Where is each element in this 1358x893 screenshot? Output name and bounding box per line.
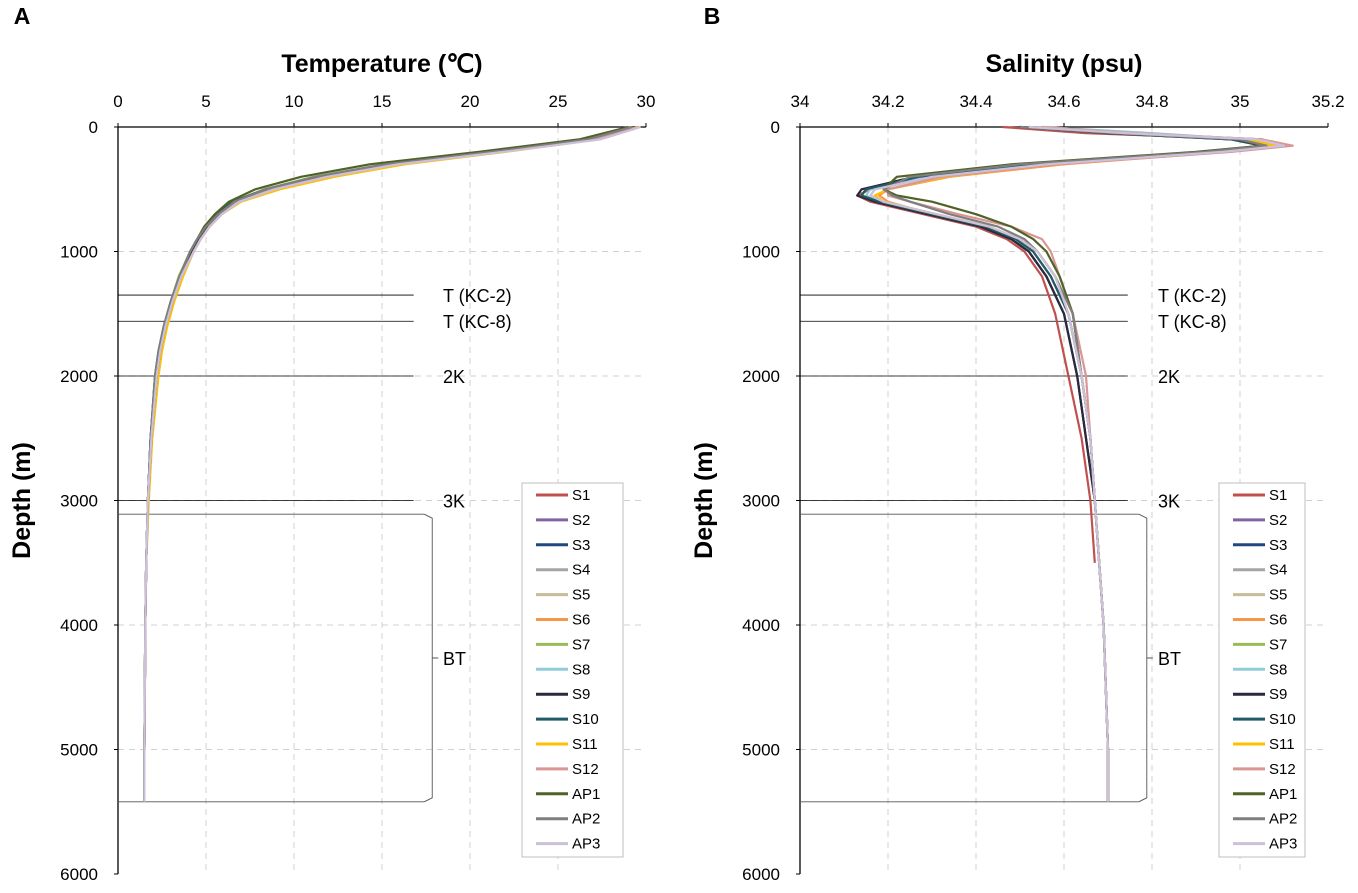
y-tick-label: 4000 — [60, 616, 98, 635]
legend-label-s1: S1 — [572, 487, 590, 504]
legend-label-ap1: AP1 — [572, 786, 600, 803]
reference-line-label: 3K — [1158, 492, 1180, 512]
legend-label-ap3: AP3 — [572, 836, 600, 853]
panel-label: B — [704, 3, 721, 29]
reference-line-label: 3K — [443, 492, 465, 512]
x-tick-label: 34.6 — [1047, 92, 1080, 111]
legend-label-s3: S3 — [1269, 537, 1287, 554]
series-line-s9 — [856, 125, 1264, 802]
legend-label-ap3: AP3 — [1269, 836, 1297, 853]
legend-label-s6: S6 — [1269, 612, 1287, 629]
y-tick-label: 6000 — [742, 865, 780, 884]
x-tick-label: 34.4 — [959, 92, 992, 111]
x-tick-label: 30 — [637, 92, 656, 111]
series-line-ap3 — [869, 125, 1286, 802]
x-tick-label: 5 — [201, 92, 210, 111]
y-tick-label: 6000 — [60, 865, 98, 884]
y-tick-label: 3000 — [60, 492, 98, 511]
x-axis-title: Salinity (psu) — [986, 50, 1143, 78]
y-tick-label: 1000 — [742, 243, 780, 262]
series-group — [143, 125, 642, 802]
x-tick-label: 34.8 — [1135, 92, 1168, 111]
legend-label-ap2: AP2 — [572, 811, 600, 828]
series-group — [856, 125, 1294, 802]
legend-label-s10: S10 — [572, 711, 599, 728]
reference-line-label: T (KC-8) — [1158, 312, 1227, 332]
series-line-s3 — [860, 125, 1272, 802]
panel-A: A Temperature (℃) Depth (m) 0 5 10 15 20 25 30 0 10… — [8, 3, 655, 884]
legend: S1 S2 S3 S4 S5 S6 S7 S8 S9 S10 S11 S12 AP1 AP2 AP3 — [521, 482, 624, 858]
series-line-s11 — [873, 125, 1277, 802]
x-axis-title: Temperature (℃) — [281, 50, 482, 78]
panel-label: A — [14, 3, 31, 29]
x-tick-label: 0 — [113, 92, 122, 111]
legend-label-ap2: AP2 — [1269, 811, 1297, 828]
legend-label-s11: S11 — [1269, 736, 1295, 753]
legend-label-s2: S2 — [572, 512, 590, 529]
reference-line-label: T (KC-8) — [443, 312, 512, 332]
legend-label-s5: S5 — [1269, 587, 1287, 604]
legend-label-s4: S4 — [1269, 562, 1287, 579]
panel-B: B Salinity (psu) Depth (m) 34 34.2 34.4 34.6 34… — [690, 3, 1345, 884]
y-tick-label: 1000 — [60, 243, 98, 262]
series-line-ap3 — [143, 125, 642, 802]
legend-label-s12: S12 — [572, 761, 599, 778]
series-line-ap1 — [882, 125, 1264, 802]
bracket-label: BT — [443, 649, 466, 669]
x-tick-label: 35 — [1231, 92, 1250, 111]
y-tick-label: 0 — [771, 118, 780, 137]
x-tick-label: 15 — [373, 92, 392, 111]
reference-line-label: 2K — [1158, 367, 1180, 387]
legend-label-s1: S1 — [1269, 487, 1287, 504]
y-tick-label: 3000 — [742, 492, 780, 511]
y-tick-label: 5000 — [742, 741, 780, 760]
x-tick-label: 34 — [791, 92, 810, 111]
legend-label-s9: S9 — [1269, 686, 1287, 703]
legend-label-s9: S9 — [572, 686, 590, 703]
x-tick-label: 34.2 — [871, 92, 904, 111]
legend: S1 S2 S3 S4 S5 S6 S7 S8 S9 S10 S11 S12 AP1 AP2 AP3 — [1218, 482, 1306, 858]
legend-label-s7: S7 — [572, 636, 590, 653]
y-tick-label: 4000 — [742, 616, 780, 635]
x-tick-label: 35.2 — [1311, 92, 1344, 111]
series-line-s5 — [869, 125, 1281, 802]
x-tick-label: 25 — [549, 92, 568, 111]
bracket-brace — [424, 513, 439, 803]
y-tick-label: 0 — [89, 118, 98, 137]
legend-label-s10: S10 — [1269, 711, 1296, 728]
bracket-label: BT — [1158, 649, 1181, 669]
reference-line-label: T (KC-2) — [443, 286, 512, 306]
bracket-brace — [1138, 513, 1153, 803]
legend-label-s2: S2 — [1269, 512, 1287, 529]
series-line-s8 — [864, 125, 1277, 802]
reference-line-label: 2K — [443, 367, 465, 387]
reference-line-label: T (KC-2) — [1158, 286, 1227, 306]
legend-label-ap1: AP1 — [1269, 786, 1297, 803]
legend-label-s4: S4 — [572, 562, 590, 579]
y-tick-label: 2000 — [60, 367, 98, 386]
x-tick-label: 20 — [461, 92, 480, 111]
legend-label-s5: S5 — [572, 587, 590, 604]
legend-label-s8: S8 — [1269, 661, 1287, 678]
legend-label-s12: S12 — [1269, 761, 1296, 778]
y-tick-label: 2000 — [742, 367, 780, 386]
legend-label-s8: S8 — [572, 661, 590, 678]
y-tick-label: 5000 — [60, 741, 98, 760]
legend-label-s11: S11 — [572, 736, 598, 753]
series-line-ap2 — [882, 125, 1268, 802]
x-tick-label: 10 — [285, 92, 304, 111]
legend-label-s6: S6 — [572, 612, 590, 629]
y-axis-title: Depth (m) — [8, 442, 36, 559]
legend-label-s7: S7 — [1269, 636, 1287, 653]
legend-label-s3: S3 — [572, 537, 590, 554]
y-axis-title: Depth (m) — [690, 442, 718, 559]
